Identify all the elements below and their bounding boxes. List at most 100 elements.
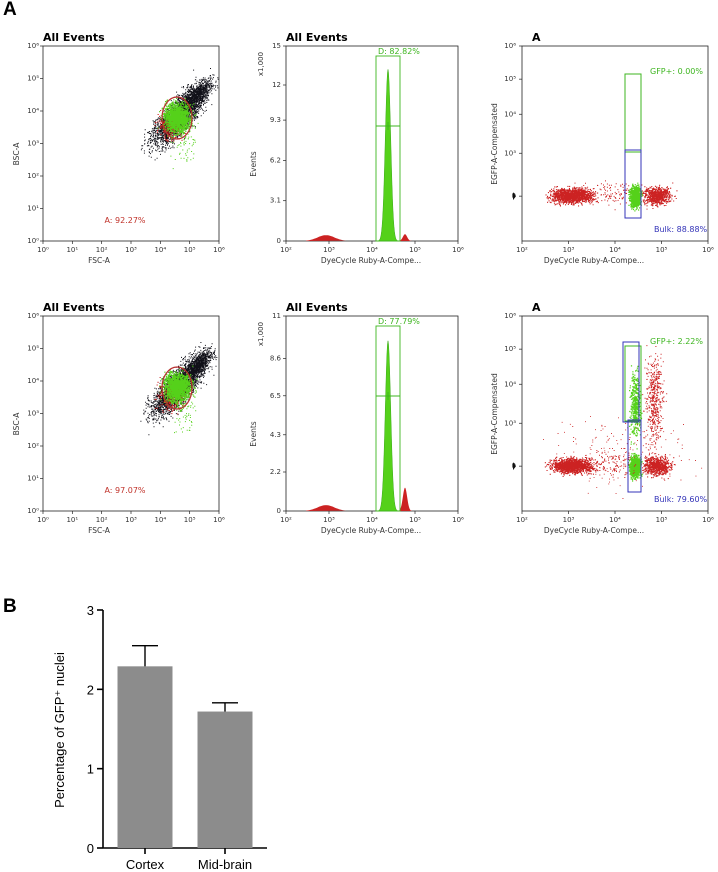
gate-a-ellipse xyxy=(161,96,193,140)
y-tick-label: 6.2 xyxy=(270,156,281,164)
g1-peak xyxy=(376,340,400,512)
x-tick-label: 10² xyxy=(280,516,292,524)
gfp-gate-plot-row1: A 10² 10³ 10⁴ 10⁵ 10⁶ DyeCycle Ruby-A-Compe...… xyxy=(490,31,714,265)
bulk-gate-box xyxy=(624,149,642,219)
x-tick-label: 10⁶ xyxy=(452,246,464,254)
y-tick-label: 10¹ xyxy=(27,475,39,483)
y-axis-label: Events xyxy=(249,421,258,446)
x-tick-label: 10⁶ xyxy=(213,246,225,254)
bar-mid-brain xyxy=(197,711,253,848)
plot-title: All Events xyxy=(43,301,105,314)
g2-peak xyxy=(398,234,414,241)
y-tick-label: 0 xyxy=(277,237,281,245)
bulk-gate-label: Bulk: 79.60% xyxy=(654,495,708,504)
y-tick-label: 10⁶ xyxy=(27,42,39,50)
x-axis-label: DyeCycle Ruby-A-Compe... xyxy=(321,256,421,265)
y-tick-label: 10⁵ xyxy=(504,75,516,83)
x-tick-label: 10⁴ xyxy=(366,246,378,254)
y-tick-label: 0 xyxy=(277,507,281,515)
y-tick-label: 11 xyxy=(272,312,281,320)
gate-a-ellipse xyxy=(161,366,193,410)
x-tick-label: 10¹ xyxy=(66,246,78,254)
event-dots xyxy=(170,103,199,170)
y-axis-label: EGFP-A-Compensated xyxy=(490,103,499,185)
y-axis-label: Percentage of GFP⁺ nuclei xyxy=(52,652,67,808)
x-tick-label: 10⁵ xyxy=(184,246,196,254)
x-tick-label: 10⁶ xyxy=(702,246,714,254)
plot-title: All Events xyxy=(286,31,348,44)
x-tick-label: Mid-brain xyxy=(198,857,252,872)
x-tick-label: 10² xyxy=(280,246,292,254)
x-tick-label: 10¹ xyxy=(66,516,78,524)
gfp-bar-chart: 0 1 2 3 Percentage of GFP⁺ nuclei Cortex Mid-b… xyxy=(52,603,267,872)
gate-d-label: D: 82.82% xyxy=(378,47,420,56)
event-dots xyxy=(629,365,643,450)
x-tick-label: 10⁶ xyxy=(702,516,714,524)
gate-a-label: A: 97.07% xyxy=(104,486,145,495)
y-tick-label: 10² xyxy=(27,442,39,450)
x-tick-label: 10⁴ xyxy=(609,246,621,254)
y-tick-label: 10⁴ xyxy=(27,107,39,115)
x-tick-label: 10³ xyxy=(563,516,575,524)
x-axis-label: FSC-A xyxy=(88,526,111,535)
y-tick-label: 10³ xyxy=(27,140,39,148)
y-axis-label: BSC-A xyxy=(12,142,21,166)
event-dots xyxy=(628,452,644,482)
panel-label-b: B xyxy=(3,596,17,617)
axis-marker xyxy=(513,462,516,471)
y-multiplier: x1,000 xyxy=(257,322,265,346)
plot-frame xyxy=(285,45,459,242)
y-tick-label: 10⁶ xyxy=(504,42,516,50)
plot-title: All Events xyxy=(286,301,348,314)
y-tick-label: 3.1 xyxy=(270,197,281,205)
x-tick-label: 10² xyxy=(516,246,528,254)
g1-peak xyxy=(376,69,400,242)
x-tick-label: 10² xyxy=(96,516,108,524)
x-tick-label: 10² xyxy=(96,246,108,254)
y-tick-label: 10⁵ xyxy=(27,75,39,83)
y-tick-label: 8.6 xyxy=(270,355,282,363)
y-tick-label: 10² xyxy=(27,172,39,180)
y-tick-label: 1 xyxy=(87,762,94,777)
x-axis-label: DyeCycle Ruby-A-Compe... xyxy=(321,526,421,535)
g2-peak xyxy=(398,487,414,511)
x-tick-label: 10³ xyxy=(125,516,137,524)
gate-d-box xyxy=(375,325,401,512)
event-dots xyxy=(543,415,703,499)
gfp-gate-box xyxy=(624,73,642,153)
y-tick-label: 9.3 xyxy=(270,116,281,124)
plot-title: All Events xyxy=(43,31,105,44)
event-dots xyxy=(642,345,668,463)
y-tick-label: 15 xyxy=(272,42,281,50)
event-dots xyxy=(181,74,219,115)
event-dots xyxy=(639,182,678,210)
gfp-gate-label: GFP+: 2.22% xyxy=(650,337,703,346)
plot-frame xyxy=(285,315,459,512)
x-tick-label: 10⁵ xyxy=(656,246,668,254)
y-tick-label: 10⁴ xyxy=(27,377,39,385)
x-tick-label: 10⁶ xyxy=(213,516,225,524)
y-tick-label: 10³ xyxy=(27,410,39,418)
debris-peak xyxy=(306,235,346,241)
x-tick-label: 10³ xyxy=(125,246,137,254)
y-tick-label: 2.2 xyxy=(270,468,281,476)
x-tick-label: 10⁵ xyxy=(656,516,668,524)
y-tick-label: 10⁰ xyxy=(27,237,39,245)
gate-d-label: D: 77.79% xyxy=(378,317,420,326)
y-tick-label: 2 xyxy=(87,682,94,697)
event-dots xyxy=(637,454,676,480)
y-tick-label: 10¹ xyxy=(27,205,39,213)
y-axis-label: EGFP-A-Compensated xyxy=(490,373,499,455)
x-tick-label: 10⁴ xyxy=(366,516,378,524)
x-tick-label: 10⁵ xyxy=(409,516,421,524)
y-tick-label: 10⁴ xyxy=(504,380,516,388)
gfp-gate-plot-row2: A 10² 10³ 10⁴ 10⁵ 10⁶ DyeCycle Ruby-A-Compe...… xyxy=(490,301,714,535)
plot-frame xyxy=(42,45,220,242)
x-tick-label: 10⁴ xyxy=(609,516,621,524)
x-axis-label: DyeCycle Ruby-A-Compe... xyxy=(544,526,644,535)
y-tick-label: 10³ xyxy=(504,149,516,157)
bulk-gate-label: Bulk: 88.88% xyxy=(654,225,708,234)
y-tick-label: 3 xyxy=(87,603,94,618)
y-axis-label: BSC-A xyxy=(12,412,21,436)
